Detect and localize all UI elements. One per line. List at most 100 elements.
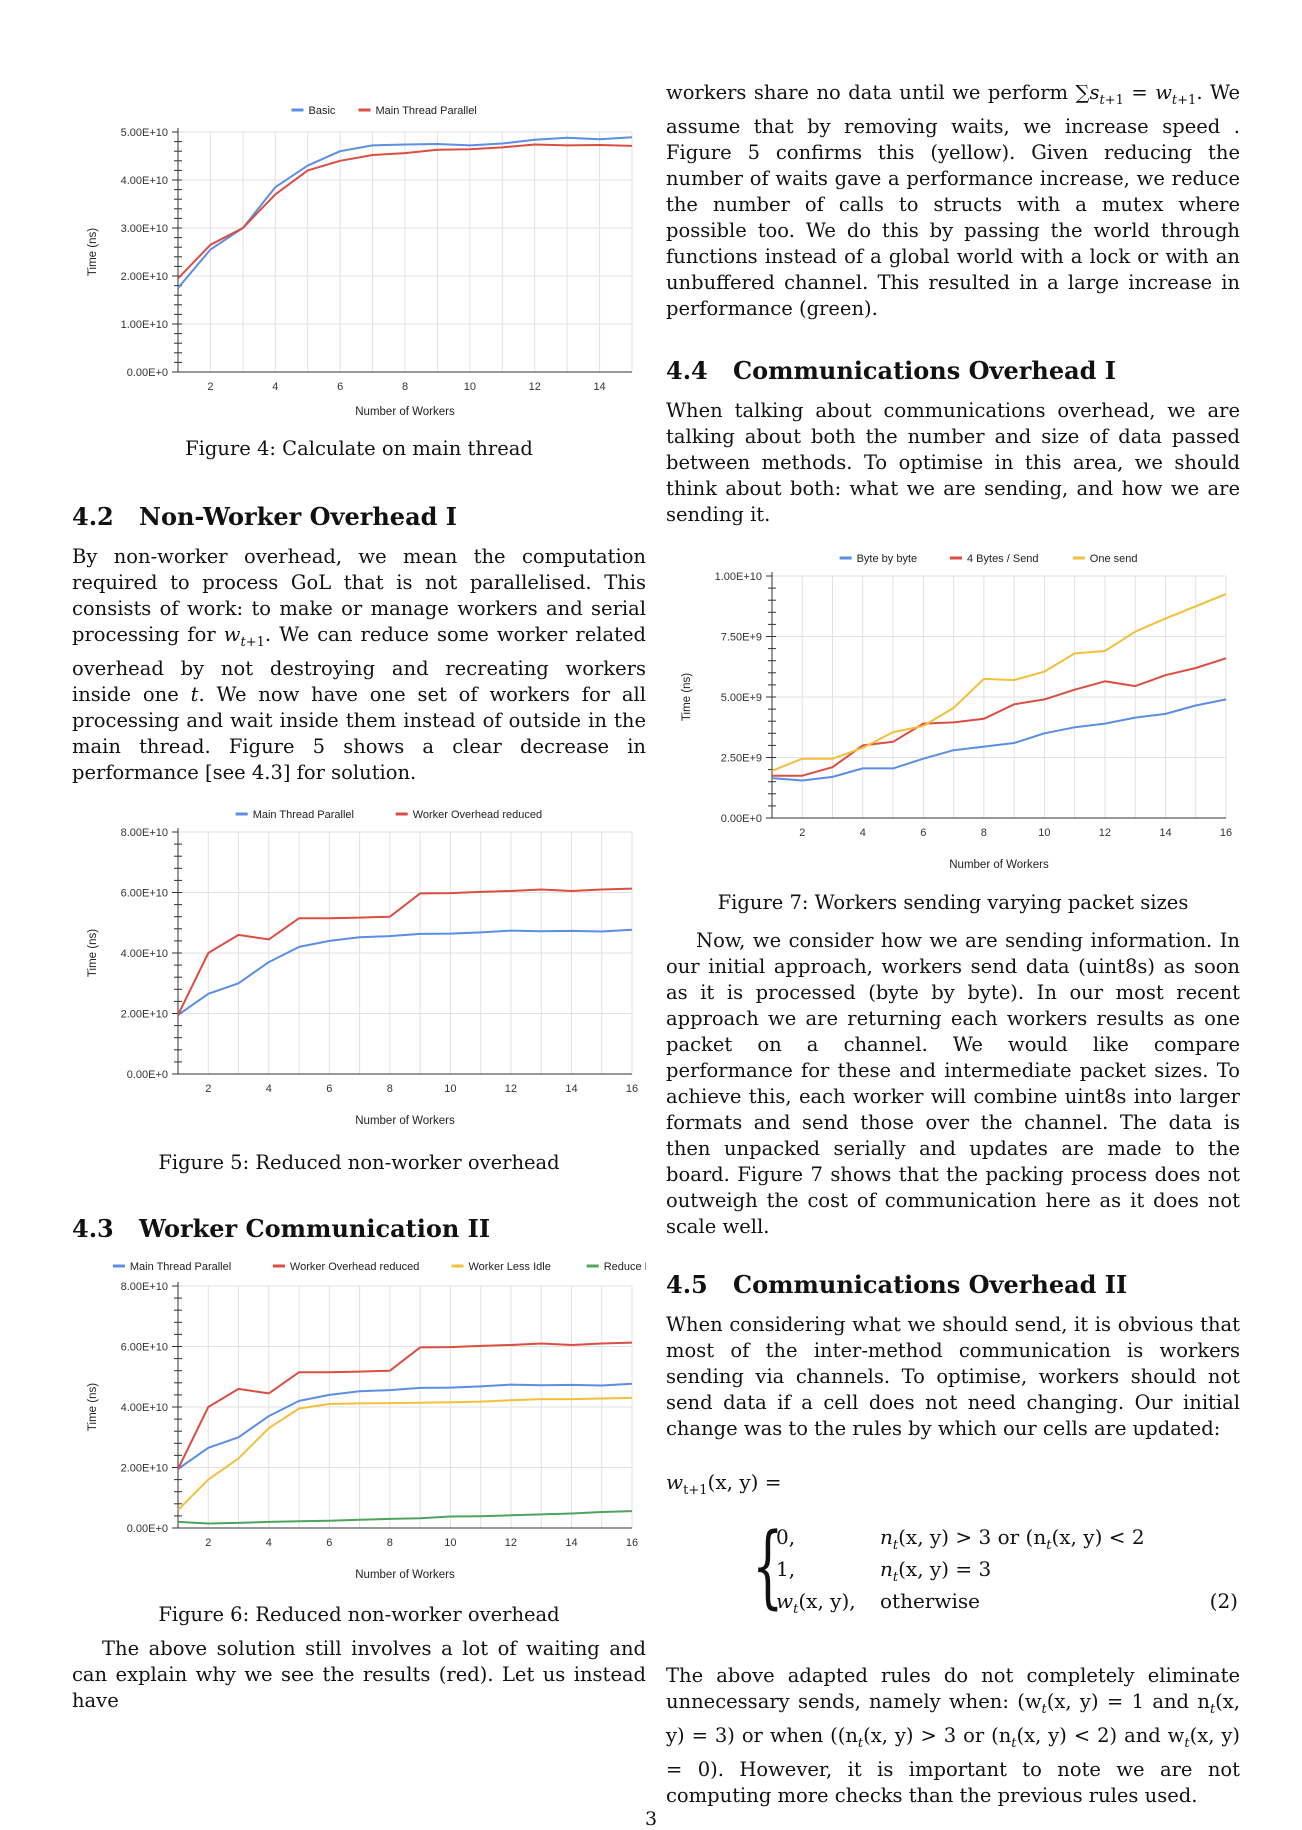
series-line	[177, 143, 633, 280]
figure-5-caption: Figure 5: Reduced non-worker overhead	[158, 1150, 560, 1174]
section-title: Communications Overhead I	[733, 355, 1117, 385]
section-title: Communications Overhead II	[733, 1269, 1128, 1299]
case-2-value: 1,	[776, 1556, 796, 1581]
y-tick-label: 8.00E+10	[121, 1281, 168, 1293]
x-tick-label: 2	[205, 1537, 211, 1549]
figure-7-caption: Figure 7: Workers sending varying packet…	[717, 890, 1189, 914]
x-tick-label: 2	[205, 1083, 211, 1095]
y-tick-label: 5.00E+10	[121, 127, 168, 139]
legend: Main Thread Parallel Worker Overhead redu…	[235, 809, 542, 821]
x-tick-label: 2	[207, 381, 213, 393]
right-column: workers share no data until we perform ∑…	[666, 80, 1240, 1809]
figure-4-chart: 0.00E+0 1.00E+10 2.00E+10 3.00E+10 4.00E+10 5…	[87, 105, 633, 418]
y-axis-title: Time (ns)	[681, 673, 693, 721]
section-title: Non-Worker Overhead I	[139, 502, 457, 531]
left-column: 0.00E+0 1.00E+10 2.00E+10 3.00E+10 4.00E+10 5…	[72, 80, 646, 1714]
x-tick-label: 6	[326, 1537, 332, 1549]
case-3-condition: otherwise	[880, 1588, 980, 1613]
y-tick-label: 4.00E+10	[121, 948, 168, 960]
x-axis-title: Number of Workers	[355, 1115, 455, 1127]
series-line	[177, 1341, 633, 1470]
legend-label: Main Thread Parallel	[253, 809, 354, 821]
equation-cases: { 0, nt(x, y) > 3 or (nt(x, y) < 2 1, nt…	[666, 1518, 1240, 1621]
y-tick-label: 0.00E+0	[127, 367, 168, 379]
figure-6-chart: 0.00E+0 2.00E+10 4.00E+10 6.00E+10 8.00E+10 2…	[87, 1261, 646, 1581]
grid	[177, 131, 633, 373]
y-tick-label: 3.00E+10	[121, 223, 168, 235]
section-4-2-heading: 4.2 Non-Worker Overhead I	[72, 502, 646, 532]
figure-6-caption: Figure 6: Reduced non-worker overhead	[158, 1602, 560, 1626]
grid	[771, 575, 1227, 819]
section-4-5-paragraph-1: When considering what we should send, it…	[666, 1312, 1240, 1440]
x-tick-label: 10	[1038, 827, 1050, 839]
x-tick-label: 14	[565, 1083, 577, 1095]
y-tick-label: 0.00E+0	[127, 1069, 168, 1081]
y-tick-label: 2.00E+10	[121, 1008, 168, 1020]
x-tick-label: 12	[505, 1083, 517, 1095]
y-tick-label: 4.00E+10	[121, 1402, 168, 1414]
x-tick-label: 8	[402, 381, 408, 393]
y-tick-label: 1.00E+10	[121, 319, 168, 331]
equation-number: (2)	[1209, 1588, 1238, 1613]
x-tick-label: 10	[444, 1083, 456, 1095]
x-tick-label: 14	[1159, 827, 1171, 839]
legend: Byte by byte 4 Bytes / Send One send	[839, 553, 1138, 565]
x-tick-label: 16	[1220, 827, 1232, 839]
series-line	[177, 1509, 633, 1525]
section-4-5-heading: 4.5 Communications Overhead II	[666, 1270, 1240, 1300]
x-tick-label: 4	[266, 1537, 272, 1549]
x-tick-label: 6	[920, 827, 926, 839]
case-2-condition: nt(x, y) = 3	[880, 1556, 992, 1585]
section-number: 4.3	[72, 1213, 114, 1243]
x-tick-label: 10	[464, 381, 476, 393]
x-tick-label: 6	[337, 381, 343, 393]
series-line	[177, 136, 633, 289]
section-4-4-paragraph-2: Now, we consider how we are sending info…	[666, 928, 1240, 1238]
case-1-condition: nt(x, y) > 3 or (nt(x, y) < 2	[880, 1524, 1145, 1553]
y-tick-label: 1.00E+10	[715, 571, 762, 583]
x-axis-title: Number of Workers	[949, 859, 1049, 871]
x-tick-label: 16	[626, 1537, 638, 1549]
x-tick-label: 14	[593, 381, 605, 393]
series-line	[177, 1396, 633, 1511]
legend-label: One send	[1090, 553, 1138, 565]
series-line	[177, 887, 633, 1016]
legend-label: Worker Less Idle	[469, 1261, 551, 1273]
legend-label: Worker Overhead reduced	[413, 809, 542, 821]
x-tick-label: 12	[505, 1537, 517, 1549]
section-4-3-paragraph: The above solution still involves a lot …	[72, 1636, 646, 1712]
figure-4-caption: Figure 4: Calculate on main thread	[185, 437, 533, 460]
brace-symbol: {	[752, 1513, 784, 1619]
legend-label: Worker Overhead reduced	[290, 1261, 419, 1273]
legend-label: Main Thread Parallel	[376, 105, 477, 117]
section-4-5-paragraph-2: The above adapted rules do not completel…	[666, 1663, 1240, 1807]
x-tick-label: 8	[387, 1083, 393, 1095]
x-tick-label: 6	[326, 1083, 332, 1095]
section-4-2-paragraph: By non-worker overhead, we mean the comp…	[72, 545, 646, 784]
series-line	[771, 698, 1227, 782]
y-tick-label: 6.00E+10	[121, 1341, 168, 1353]
legend-label: Reduce Mutex	[604, 1261, 646, 1273]
legend: Main Thread Parallel Worker Overhead redu…	[112, 1261, 646, 1273]
x-tick-label: 16	[626, 1083, 638, 1095]
x-tick-label: 14	[565, 1537, 577, 1549]
section-4-4-heading: 4.4 Communications Overhead I	[666, 356, 1240, 386]
y-axis-title: Time (ns)	[87, 929, 99, 977]
y-axis-title: Time (ns)	[87, 228, 99, 276]
series-line	[771, 593, 1227, 772]
section-title: Worker Communication II	[139, 1213, 491, 1243]
series-line	[772, 657, 1227, 777]
legend-label: Main Thread Parallel	[130, 1261, 231, 1273]
y-tick-label: 5.00E+9	[721, 692, 762, 704]
x-tick-label: 4	[266, 1083, 272, 1095]
y-tick-label: 0.00E+0	[721, 813, 762, 825]
x-tick-label: 10	[444, 1537, 456, 1549]
x-tick-label: 8	[387, 1537, 393, 1549]
y-tick-label: 2.50E+9	[721, 752, 762, 764]
x-tick-label: 8	[981, 827, 987, 839]
series-line	[177, 1382, 633, 1470]
x-tick-label: 12	[529, 381, 541, 393]
y-tick-label: 4.00E+10	[121, 175, 168, 187]
grid	[177, 831, 633, 1075]
continued-paragraph: workers share no data until we perform ∑…	[666, 81, 1240, 320]
